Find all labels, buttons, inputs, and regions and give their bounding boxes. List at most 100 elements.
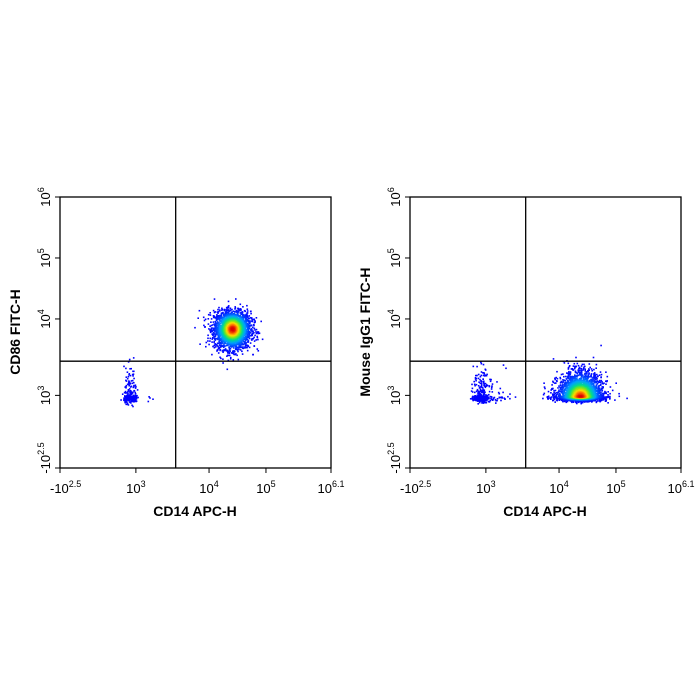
event-dot <box>599 371 602 373</box>
event-dot <box>593 387 595 389</box>
event-dot <box>249 321 251 324</box>
event-dot <box>573 380 576 382</box>
event-dot <box>590 374 592 376</box>
event-dot <box>216 349 219 351</box>
event-dot <box>574 378 577 380</box>
event-dot <box>563 392 565 395</box>
event-dot <box>583 375 585 378</box>
event-dot <box>131 404 133 407</box>
event-dot <box>214 317 216 319</box>
event-dot <box>594 380 597 383</box>
event-dot <box>237 342 240 345</box>
event-dot <box>223 315 226 318</box>
event-dot <box>244 339 247 341</box>
event-dot <box>556 380 558 383</box>
event-dot <box>237 358 240 361</box>
event-dot <box>125 385 127 388</box>
event-dot <box>580 365 583 367</box>
event-dot <box>252 337 255 340</box>
event-dot <box>552 358 555 360</box>
x-tick-label-exponent: 2.5 <box>69 479 82 489</box>
event-dot <box>580 372 583 375</box>
event-dot <box>127 383 130 386</box>
event-dot <box>597 389 599 391</box>
event-dot <box>564 380 567 382</box>
event-dot <box>575 375 577 377</box>
event-dot <box>223 340 226 343</box>
event-dot <box>218 321 220 324</box>
event-dot <box>578 374 580 377</box>
event-dot <box>241 318 244 321</box>
event-dot <box>127 375 130 378</box>
event-dot <box>130 380 133 382</box>
event-dot <box>224 335 227 337</box>
event-dot <box>212 321 215 323</box>
event-dot <box>254 319 256 322</box>
event-dot <box>561 384 564 386</box>
event-dot <box>226 355 228 357</box>
event-dot <box>222 344 225 347</box>
event-dot <box>568 374 571 376</box>
event-dot <box>216 326 219 328</box>
event-dot <box>236 354 238 357</box>
event-dot <box>557 393 559 396</box>
event-dot <box>590 391 592 393</box>
event-dot <box>590 392 592 394</box>
event-dot <box>223 308 226 311</box>
event-dot <box>197 317 199 319</box>
event-dot <box>132 357 135 359</box>
event-dot <box>585 371 588 373</box>
event-dot <box>595 367 597 369</box>
event-dot <box>249 324 252 327</box>
event-dot <box>601 397 603 400</box>
event-dot <box>244 345 246 348</box>
event-dot <box>584 385 586 388</box>
event-dot <box>599 384 602 387</box>
event-dot <box>245 346 247 349</box>
event-dot <box>248 346 251 349</box>
event-dot <box>136 389 139 391</box>
event-dot <box>614 399 616 401</box>
event-dot <box>554 389 557 392</box>
event-dot <box>249 320 251 322</box>
event-dot <box>566 390 569 393</box>
event-dot <box>239 341 241 343</box>
event-dot <box>126 402 129 404</box>
event-dot <box>246 327 249 329</box>
event-dot <box>235 347 237 350</box>
event-dot <box>567 368 570 370</box>
event-dot <box>556 399 558 401</box>
event-dot <box>228 348 231 351</box>
event-dot <box>210 321 212 323</box>
event-dot <box>234 306 236 308</box>
event-dot <box>558 399 560 401</box>
x-tick-label-exponent: 5 <box>271 479 276 489</box>
event-dot <box>233 353 235 356</box>
event-dot <box>581 363 584 366</box>
event-dot <box>563 393 565 396</box>
event-dot <box>235 311 238 313</box>
event-dot <box>214 320 217 323</box>
event-dot <box>199 343 201 345</box>
event-dot <box>584 375 587 377</box>
x-tick-label-base: -10 <box>50 481 69 496</box>
event-dot <box>552 396 555 399</box>
event-dot <box>582 368 585 370</box>
event-dot <box>257 338 259 341</box>
event-dot <box>220 321 222 323</box>
event-dot <box>126 398 129 400</box>
event-dot <box>129 368 131 370</box>
event-dot <box>213 298 216 300</box>
event-dot <box>212 309 215 312</box>
event-dot <box>218 316 221 319</box>
event-dot <box>218 328 221 330</box>
event-dot <box>133 384 135 387</box>
event-dot <box>587 384 590 387</box>
y-tick-label-base: 10 <box>38 314 53 328</box>
event-dot <box>572 381 575 383</box>
x-tick-label: 103 <box>126 479 145 496</box>
event-dot <box>133 377 135 380</box>
x-tick-label-base: 10 <box>126 481 140 496</box>
event-dot <box>223 319 226 321</box>
event-dot <box>585 373 588 375</box>
